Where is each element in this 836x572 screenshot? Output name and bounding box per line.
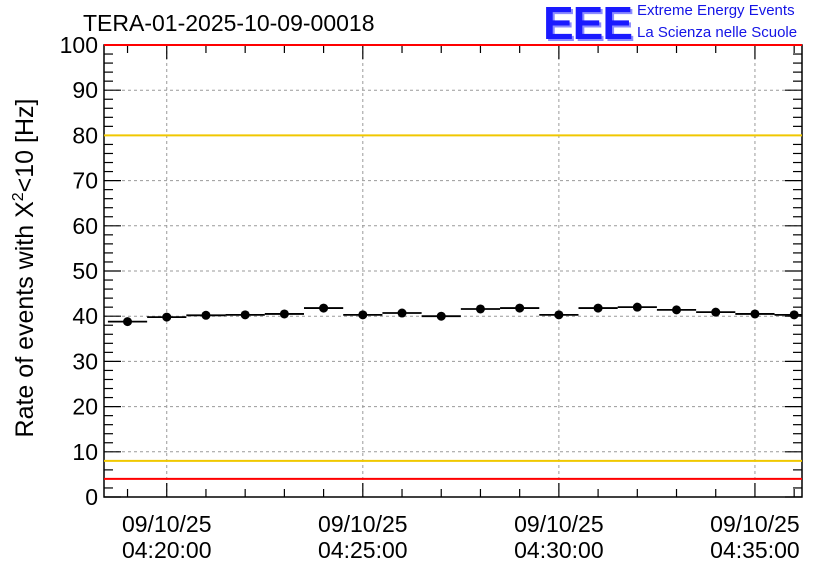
data-point (123, 317, 133, 327)
x-tick-time-label: 04:30:00 (514, 537, 604, 563)
y-tick-label: 90 (72, 77, 98, 103)
x-tick-date-label: 09/10/25 (710, 511, 800, 537)
y-tick-label: 50 (72, 258, 98, 284)
y-tick-label: 70 (72, 168, 98, 194)
data-point (319, 303, 329, 313)
data-point (162, 312, 172, 322)
data-point (201, 310, 211, 320)
data-point (593, 303, 603, 313)
x-tick-time-label: 04:35:00 (710, 537, 800, 563)
y-tick-label: 20 (72, 394, 98, 420)
y-tick-label: 40 (72, 303, 98, 329)
data-point (358, 310, 368, 320)
data-point (750, 309, 760, 319)
data-point (632, 302, 642, 312)
y-tick-label: 0 (85, 484, 98, 510)
data-point (672, 305, 682, 315)
eee-logo: EEE (543, 0, 633, 49)
logo-subtitle-line2: La Scienza nelle Scuole (637, 24, 798, 41)
data-series (107, 302, 802, 327)
y-tick-label: 10 (72, 439, 98, 465)
x-tick-date-label: 09/10/25 (318, 511, 408, 537)
data-point (789, 310, 799, 320)
data-point (475, 304, 485, 314)
chart-title: TERA-01-2025-10-09-00018 (83, 10, 375, 36)
x-tick-date-label: 09/10/25 (514, 511, 604, 537)
data-point (397, 308, 407, 318)
logo-subtitle-line1: Extreme Energy Events (637, 2, 795, 19)
x-tick-time-label: 04:20:00 (122, 537, 212, 563)
data-point (240, 310, 250, 320)
data-point (554, 310, 564, 320)
y-axis-label: Rate of events with X2<10 [Hz] (10, 99, 39, 438)
data-point (515, 303, 525, 313)
data-point (711, 307, 721, 317)
y-tick-label: 30 (72, 348, 98, 374)
y-tick-label: 100 (60, 32, 98, 58)
data-point (436, 311, 446, 321)
x-tick-time-label: 04:25:00 (318, 537, 408, 563)
data-point (279, 309, 289, 319)
y-tick-label: 80 (72, 122, 98, 148)
y-tick-label: 60 (72, 213, 98, 239)
x-tick-date-label: 09/10/25 (122, 511, 212, 537)
